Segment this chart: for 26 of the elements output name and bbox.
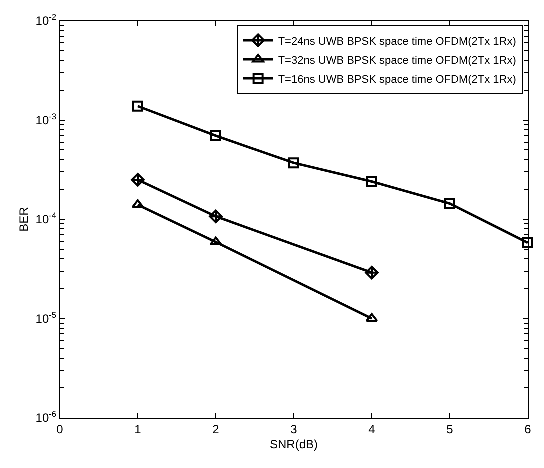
- x-tick-label: 3: [290, 422, 298, 436]
- x-tick-label: 2: [212, 422, 220, 436]
- x-tick-label: 1: [134, 422, 142, 436]
- y-tick-label: 10$^{-2}$: [36, 12, 57, 28]
- y-tick-label: 10$^{-5}$: [36, 310, 57, 326]
- legend-label: T=16ns UWB BPSK space time OFDM(2Tx 1Rx): [278, 74, 516, 86]
- point: [131, 173, 145, 187]
- y-axis-title: BER: [17, 206, 32, 232]
- x-tick-label: 0: [56, 422, 64, 436]
- x-tick-label: 6: [524, 422, 532, 436]
- point: [288, 158, 300, 169]
- x-tick-label: 5: [446, 422, 454, 436]
- y-tick-label: 10$^{-6}$: [36, 409, 57, 426]
- y-tick-label: 10$^{-3}$: [36, 111, 57, 128]
- point: [132, 100, 144, 112]
- point: [210, 130, 222, 142]
- point: [209, 210, 223, 224]
- legend-label: T=32ns UWB BPSK space time OFDM(2Tx 1Rx): [278, 54, 516, 67]
- legend-label: T=24ns UWB BPSK space time OFDM(2Tx 1Rx): [278, 36, 516, 48]
- x-tick-label: 4: [368, 422, 376, 436]
- y-tick-label: 10$^{-4}$: [36, 210, 57, 227]
- point: [366, 176, 378, 188]
- point: [522, 237, 534, 248]
- x-axis-title: SNR(dB): [270, 437, 318, 452]
- point: [444, 198, 456, 210]
- point: [365, 266, 379, 280]
